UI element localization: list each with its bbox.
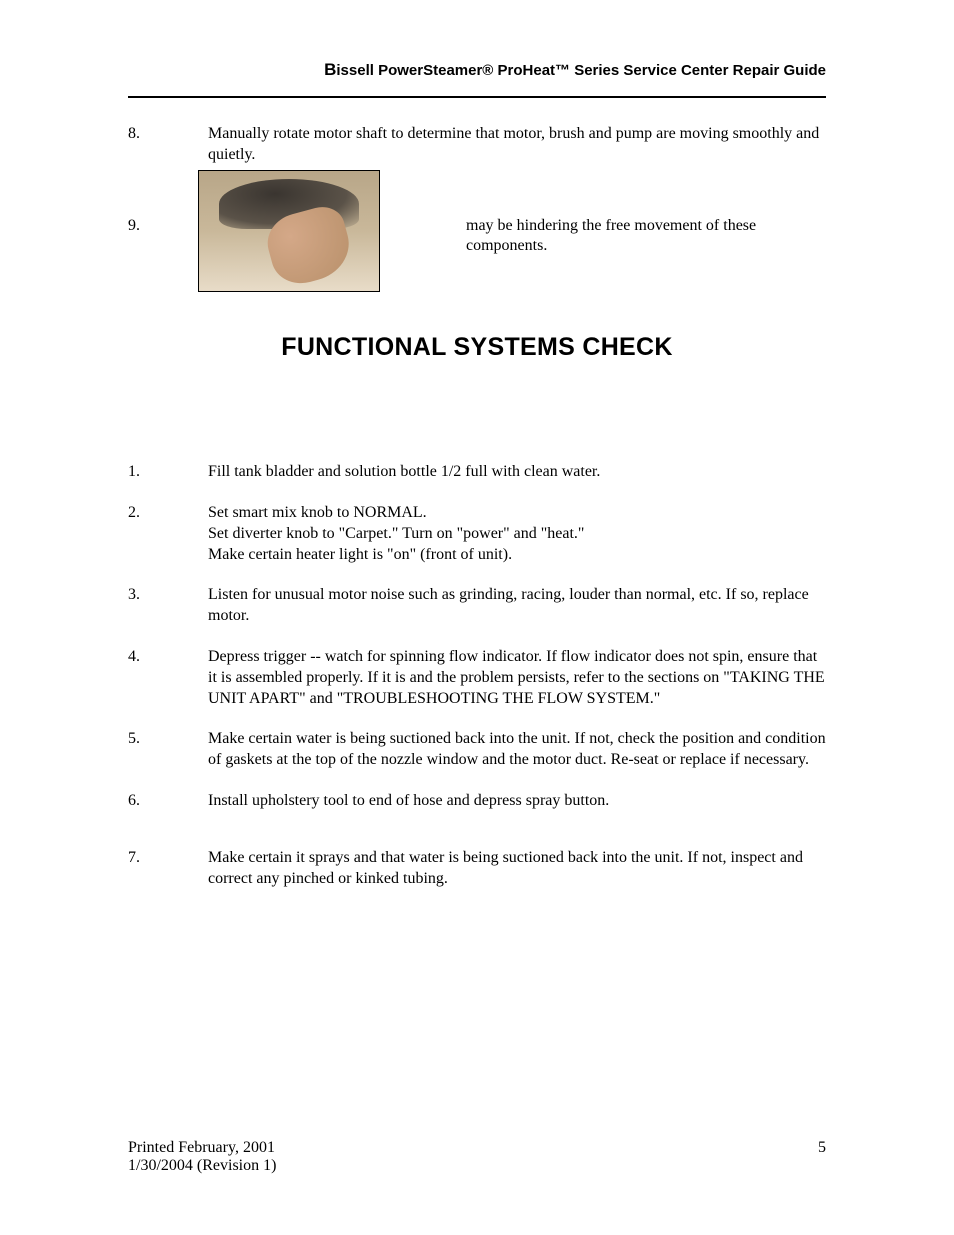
list-item-9: 9. may be hindering the free movement of… (128, 216, 826, 258)
list-number: 3. (128, 585, 208, 627)
list-text: Make certain water is being suctioned ba… (208, 729, 826, 771)
footer-left: Printed February, 2001 1/30/2004 (Revisi… (128, 1139, 276, 1175)
footer-revision: 1/30/2004 (Revision 1) (128, 1157, 276, 1175)
list-text: Set smart mix knob to NORMAL.Set diverte… (208, 503, 826, 565)
list-text: Manually rotate motor shaft to determine… (208, 124, 826, 166)
list-text-line: Set diverter knob to "Carpet." Turn on "… (208, 524, 826, 545)
list-item: 4.Depress trigger -- watch for spinning … (128, 647, 826, 709)
functional-systems-list: 1.Fill tank bladder and solution bottle … (128, 462, 826, 889)
header-title-text: issell PowerSteamer® ProHeat™ Series Ser… (336, 62, 826, 79)
list-item: 3.Listen for unusual motor noise such as… (128, 585, 826, 627)
list-text: Depress trigger -- watch for spinning fl… (208, 647, 826, 709)
list-number: 6. (128, 791, 208, 812)
page-footer: Printed February, 2001 1/30/2004 (Revisi… (128, 1139, 826, 1175)
list-number: 8. (128, 124, 208, 166)
list-text: Listen for unusual motor noise such as g… (208, 585, 826, 627)
list-text: Fill tank bladder and solution bottle 1/… (208, 462, 826, 483)
list-text-line: Make certain heater light is "on" (front… (208, 545, 826, 566)
list-number: 7. (128, 848, 208, 890)
list-item: 7.Make certain it sprays and that water … (128, 848, 826, 890)
embedded-photo (198, 170, 380, 292)
list-number: 9. (128, 216, 208, 258)
list-item: 6.Install upholstery tool to end of hose… (128, 791, 826, 812)
brand-initial: B (324, 60, 336, 79)
list-text: may be hindering the free movement of th… (466, 216, 826, 258)
list-text: Make certain it sprays and that water is… (208, 848, 826, 890)
footer-page-number: 5 (818, 1139, 826, 1157)
list-item: 5.Make certain water is being suctioned … (128, 729, 826, 771)
list-item: 2.Set smart mix knob to NORMAL.Set diver… (128, 503, 826, 565)
list-text: Install upholstery tool to end of hose a… (208, 791, 826, 812)
list-number: 1. (128, 462, 208, 483)
header-divider (128, 96, 826, 98)
footer-printed: Printed February, 2001 (128, 1139, 276, 1157)
list-text-line: Set smart mix knob to NORMAL. (208, 503, 826, 524)
list-number: 5. (128, 729, 208, 771)
list-item: 1.Fill tank bladder and solution bottle … (128, 462, 826, 483)
list-number: 4. (128, 647, 208, 709)
document-header-title: Bissell PowerSteamer® ProHeat™ Series Se… (128, 60, 826, 80)
list-number: 2. (128, 503, 208, 565)
list-item-8: 8. Manually rotate motor shaft to determ… (128, 124, 826, 166)
section-heading: FUNCTIONAL SYSTEMS CHECK (128, 333, 826, 362)
